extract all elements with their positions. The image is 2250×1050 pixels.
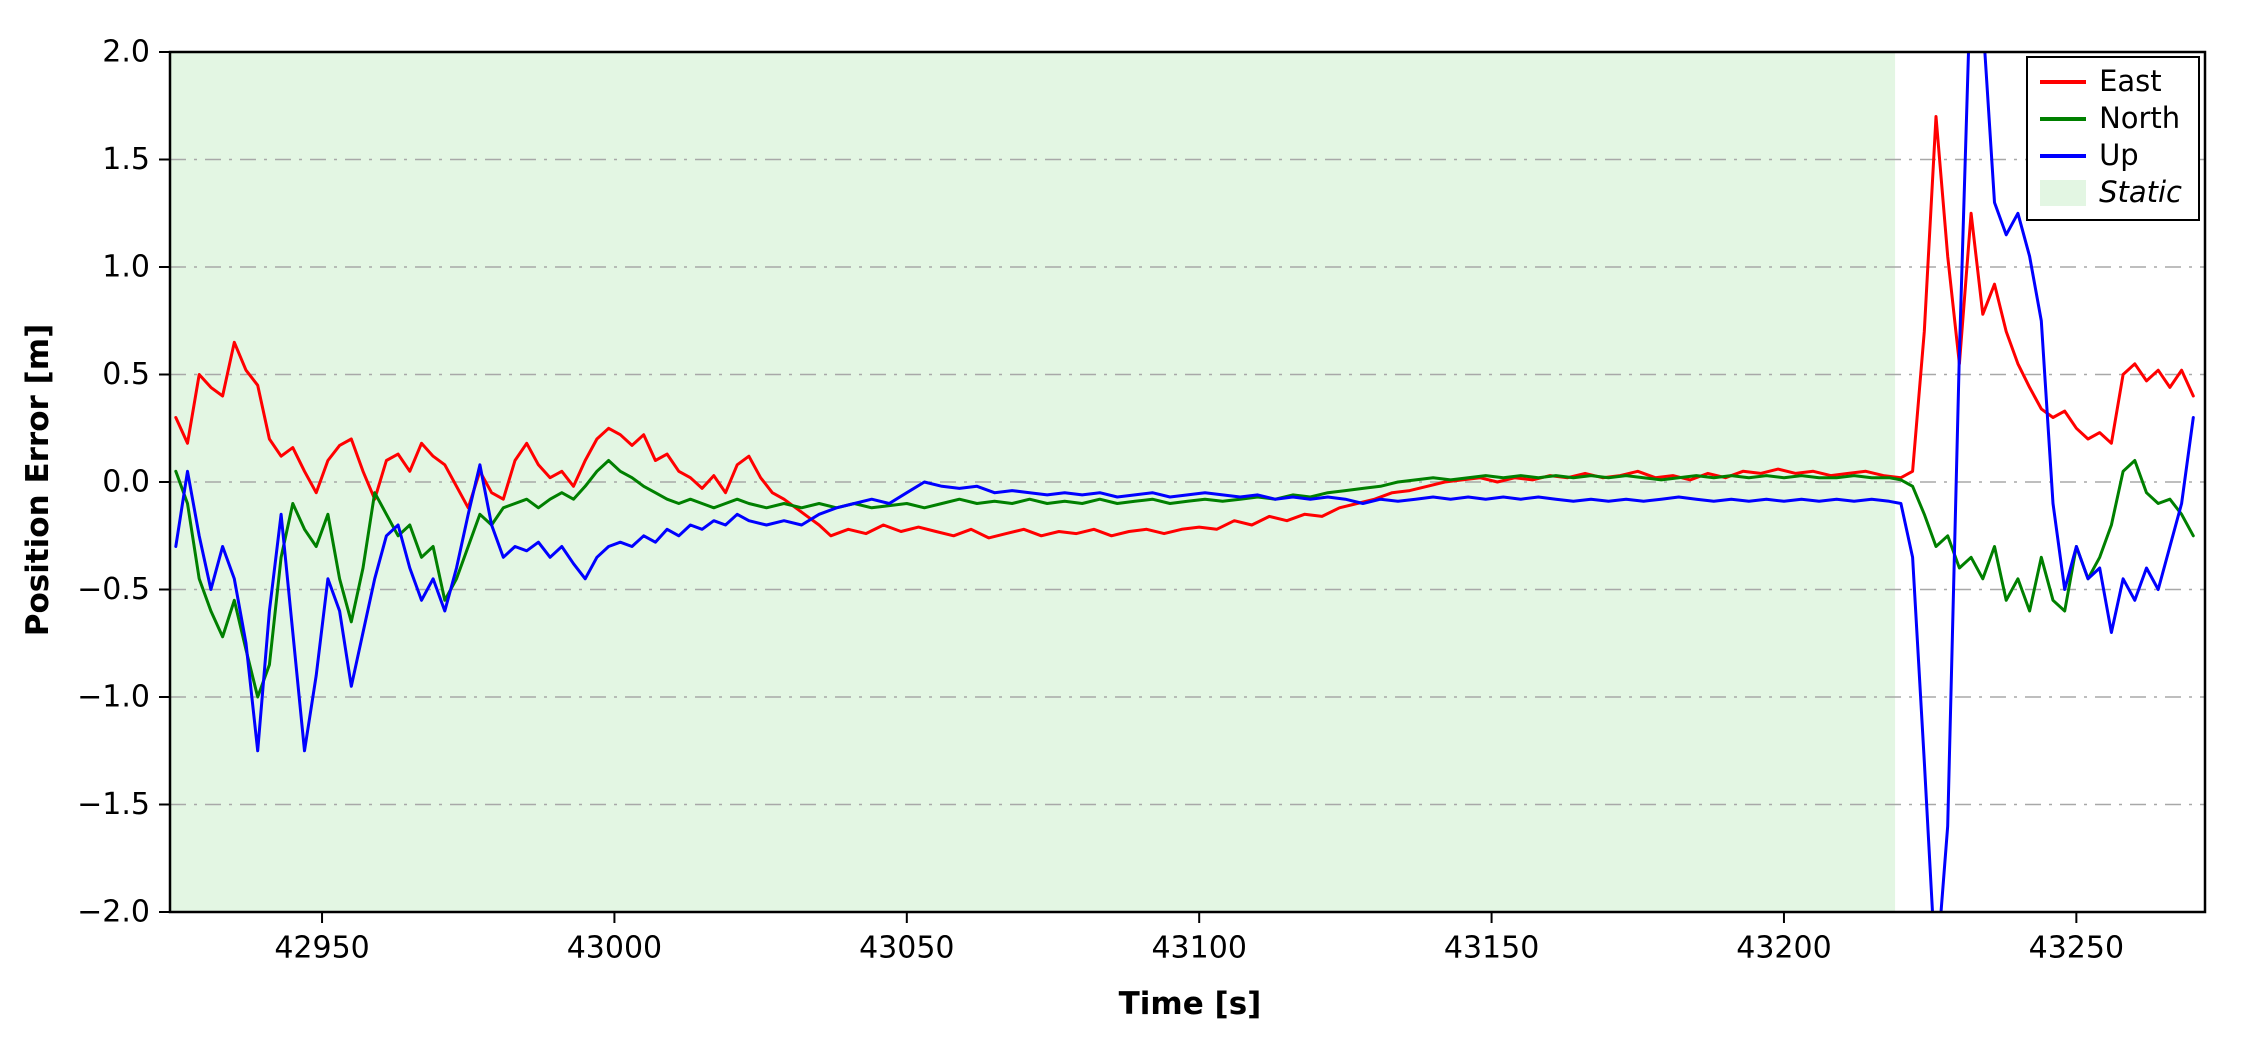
- y-tick-label: −2.0: [77, 895, 150, 930]
- up-line-swatch: [2040, 153, 2087, 158]
- x-tick-label: 42950: [274, 931, 369, 966]
- y-axis-ticks: −2.0 −1.5 −1.0 −0.5 0.0 0.5 1.0 1.5 2.0: [77, 35, 170, 930]
- static-patch-swatch: [2040, 179, 2087, 206]
- y-axis-label: Position Error [m]: [20, 323, 56, 637]
- legend-item-static: Static: [2040, 174, 2182, 209]
- north-line-swatch: [2040, 116, 2087, 121]
- x-tick-label: 43250: [2029, 931, 2124, 966]
- legend-label-east: East: [2099, 64, 2162, 98]
- series-line-east: [174, 115, 2195, 540]
- x-tick-label: 43150: [1444, 931, 1539, 966]
- y-tick-label: 0.0: [102, 465, 150, 500]
- series-line-up: [174, 52, 2195, 912]
- x-axis-label: Time [s]: [1118, 986, 1262, 1022]
- legend-label-static: Static: [2099, 174, 2182, 209]
- y-tick-label: 0.5: [102, 357, 150, 392]
- legend-item-up: Up: [2040, 137, 2182, 172]
- legend-item-north: North: [2040, 100, 2182, 135]
- y-tick-label: −1.5: [77, 787, 150, 822]
- y-tick-label: −0.5: [77, 572, 150, 607]
- legend-label-north: North: [2099, 100, 2181, 135]
- x-axis-ticks: 42950 43000 43050 43100 43150 43200 43250: [274, 912, 2124, 966]
- x-tick-label: 43100: [1151, 931, 1246, 966]
- legend-label-up: Up: [2099, 137, 2139, 172]
- x-tick-label: 43200: [1736, 931, 1831, 966]
- y-tick-label: 2.0: [102, 35, 150, 70]
- legend-item-east: East: [2040, 64, 2182, 98]
- y-tick-label: 1.0: [102, 250, 150, 285]
- legend: East North Up Static: [2026, 56, 2200, 221]
- east-line-swatch: [2040, 79, 2087, 84]
- series-group: [174, 52, 2195, 912]
- y-tick-label: −1.0: [77, 680, 150, 715]
- y-tick-label: 1.5: [102, 142, 150, 177]
- x-tick-label: 43000: [567, 931, 662, 966]
- x-tick-label: 43050: [859, 931, 954, 966]
